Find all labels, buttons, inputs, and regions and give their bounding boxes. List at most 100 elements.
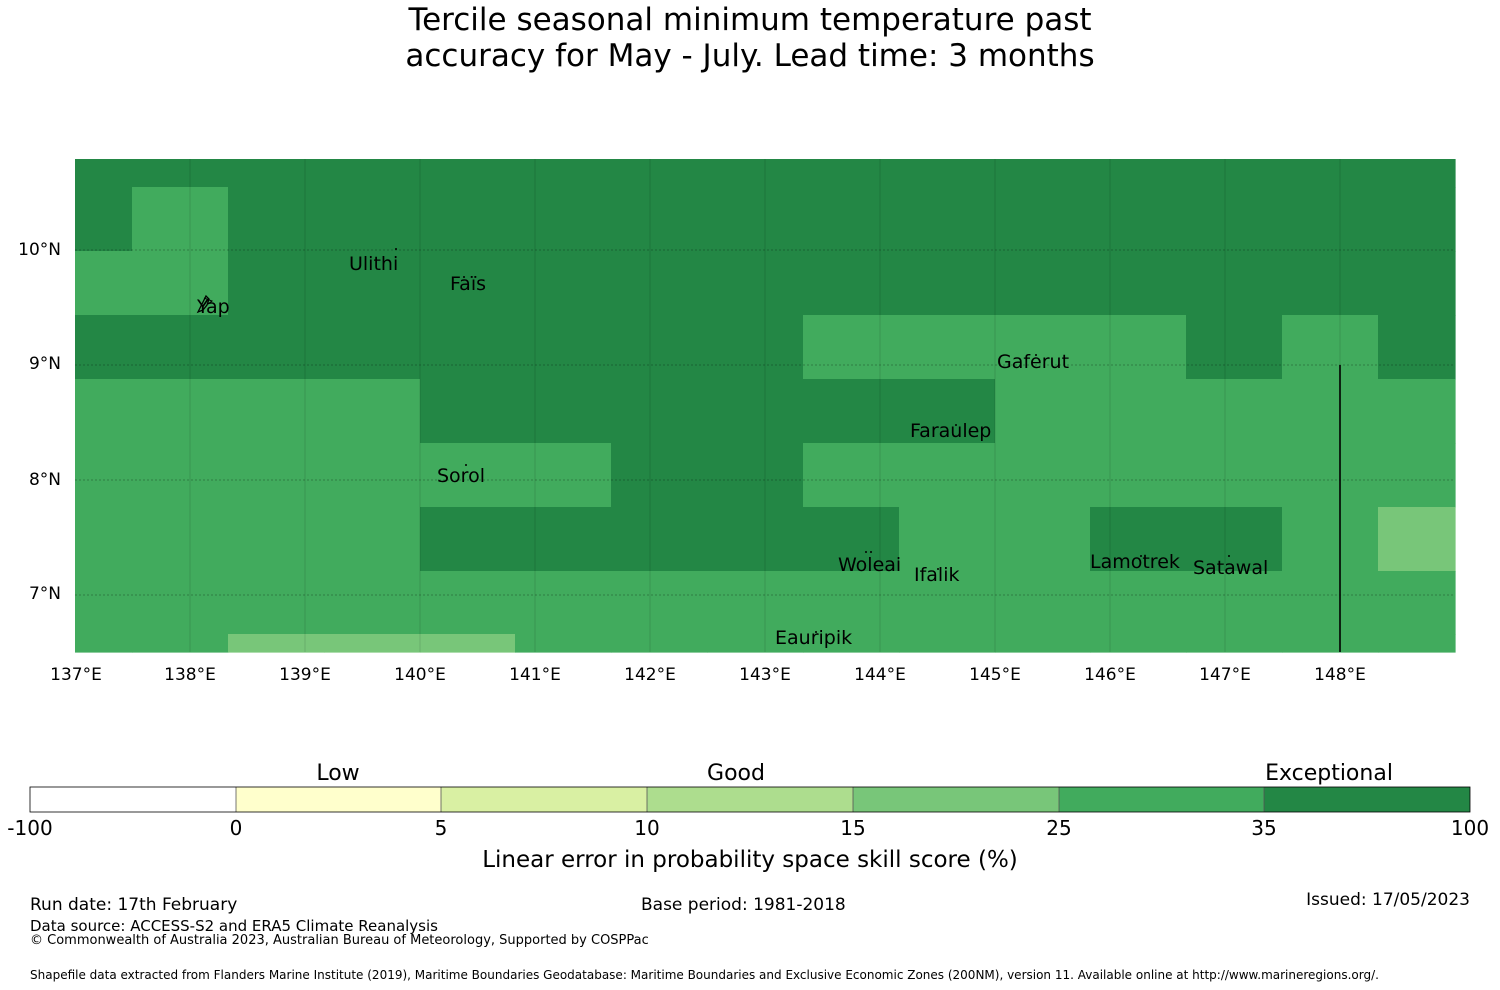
skill-cell — [324, 443, 421, 508]
skill-cell — [515, 634, 612, 653]
skill-cell — [420, 571, 516, 635]
skill-cell — [803, 634, 900, 653]
skill-cell — [1090, 634, 1187, 653]
skill-cell — [420, 315, 516, 380]
faraulep-atoll-shape — [955, 424, 957, 426]
skill-cell — [420, 251, 516, 316]
colorbar-segment — [236, 787, 441, 812]
satawal-island-shape — [1228, 555, 1230, 557]
skill-cell — [1186, 251, 1283, 316]
skill-cell — [420, 187, 516, 252]
graticule — [75, 159, 1455, 652]
lamotrek-atoll-shape — [1140, 555, 1142, 557]
skill-grid — [75, 159, 1456, 653]
skill-cell — [995, 571, 1091, 635]
lon-label-145e: 145°E — [969, 665, 1021, 685]
skill-cell — [324, 507, 421, 572]
skill-cell — [324, 379, 421, 444]
skill-cell — [1186, 507, 1283, 572]
skill-cell — [132, 187, 229, 252]
skill-cell — [611, 571, 708, 635]
yap-island-shape — [196, 294, 210, 314]
skill-cell — [899, 315, 996, 380]
skill-cell — [803, 315, 900, 380]
skill-cell — [75, 187, 133, 252]
skill-cell — [899, 443, 996, 508]
colorbar-segment — [441, 787, 647, 812]
skill-cell — [899, 251, 996, 316]
lat-label-9n: 9°N — [28, 354, 61, 374]
place-label-sorol: Sorol — [437, 465, 485, 487]
skill-cell — [420, 443, 516, 508]
colorbar-tick-minus100: -100 — [7, 816, 53, 840]
place-label-ulithi: Ulithi — [349, 253, 399, 275]
skill-cell — [228, 571, 325, 635]
skill-cell — [515, 315, 612, 380]
skill-cell — [611, 159, 708, 188]
skill-cell — [995, 443, 1091, 508]
skill-cell — [1282, 159, 1379, 188]
lon-label-140e: 140°E — [394, 665, 446, 685]
skill-cell — [132, 634, 229, 653]
skill-cell — [611, 379, 708, 444]
colorbar-segment — [1059, 787, 1264, 812]
skill-cell — [515, 571, 612, 635]
skill-cell — [1378, 571, 1456, 635]
shapefile-credit: Shapefile data extracted from Flanders M… — [30, 968, 1379, 982]
skill-cell — [611, 315, 708, 380]
skill-cell — [611, 251, 708, 316]
colorbar-tick-5: 5 — [434, 816, 448, 840]
skill-cell — [1090, 251, 1187, 316]
skill-cell — [803, 159, 900, 188]
gaferut-island-shape — [1035, 354, 1037, 356]
title-line-1: Tercile seasonal minimum temperature pas… — [408, 2, 1092, 38]
skill-cell — [75, 507, 133, 572]
skill-cell — [803, 571, 900, 635]
colorbar-title: Linear error in probability space skill … — [482, 847, 1018, 873]
colorbar-tick-100: 100 — [1450, 816, 1490, 840]
skill-cell — [1090, 379, 1187, 444]
skill-cell — [324, 187, 421, 252]
lat-label-7n: 7°N — [28, 584, 61, 604]
skill-cell — [132, 251, 229, 316]
island-outlines — [196, 248, 1230, 633]
skill-cell — [228, 315, 325, 380]
skill-cell — [1282, 251, 1379, 316]
skill-cell — [420, 159, 516, 188]
skill-cell — [707, 187, 804, 252]
skill-cell — [803, 507, 900, 572]
colorbar-tick-25: 25 — [1046, 816, 1072, 840]
title-line-2: accuracy for May - July. Lead time: 3 mo… — [405, 38, 1095, 74]
skill-cell — [707, 634, 804, 653]
skill-cell — [1186, 379, 1283, 444]
skill-cell — [995, 634, 1091, 653]
skill-cell — [75, 379, 133, 444]
colorbar-band-good: Good — [707, 761, 765, 786]
copyright-notice: © Commonwealth of Australia 2023, Austra… — [30, 933, 649, 948]
skill-cell — [324, 251, 421, 316]
skill-cell — [132, 443, 229, 508]
skill-cell — [132, 507, 229, 572]
lon-label-148e: 148°E — [1314, 665, 1366, 685]
skill-cell — [228, 634, 325, 653]
base-period: Base period: 1981-2018 — [641, 895, 846, 915]
skill-cell — [1282, 571, 1379, 635]
place-label-fais: Faïs — [450, 273, 487, 295]
lat-label-8n: 8°N — [28, 470, 61, 490]
skill-cell — [707, 507, 804, 572]
data-source: Data source: ACCESS-S2 and ERA5 Climate … — [30, 917, 438, 935]
colorbar-band-exceptional: Exceptional — [1265, 761, 1393, 786]
skill-cell — [611, 443, 708, 508]
lon-label-141e: 141°E — [509, 665, 561, 685]
skill-cell — [611, 507, 708, 572]
colorbar — [29, 786, 1471, 813]
skill-cell — [707, 251, 804, 316]
skill-cell — [1282, 187, 1379, 252]
skill-cell — [420, 634, 516, 653]
chart-title: Tercile seasonal minimum temperature pas… — [0, 2, 1500, 74]
skill-cell — [1090, 507, 1187, 572]
ifalik-atoll-shape — [937, 568, 939, 570]
skill-cell — [995, 159, 1091, 188]
skill-cell — [707, 315, 804, 380]
skill-cell — [899, 379, 996, 444]
